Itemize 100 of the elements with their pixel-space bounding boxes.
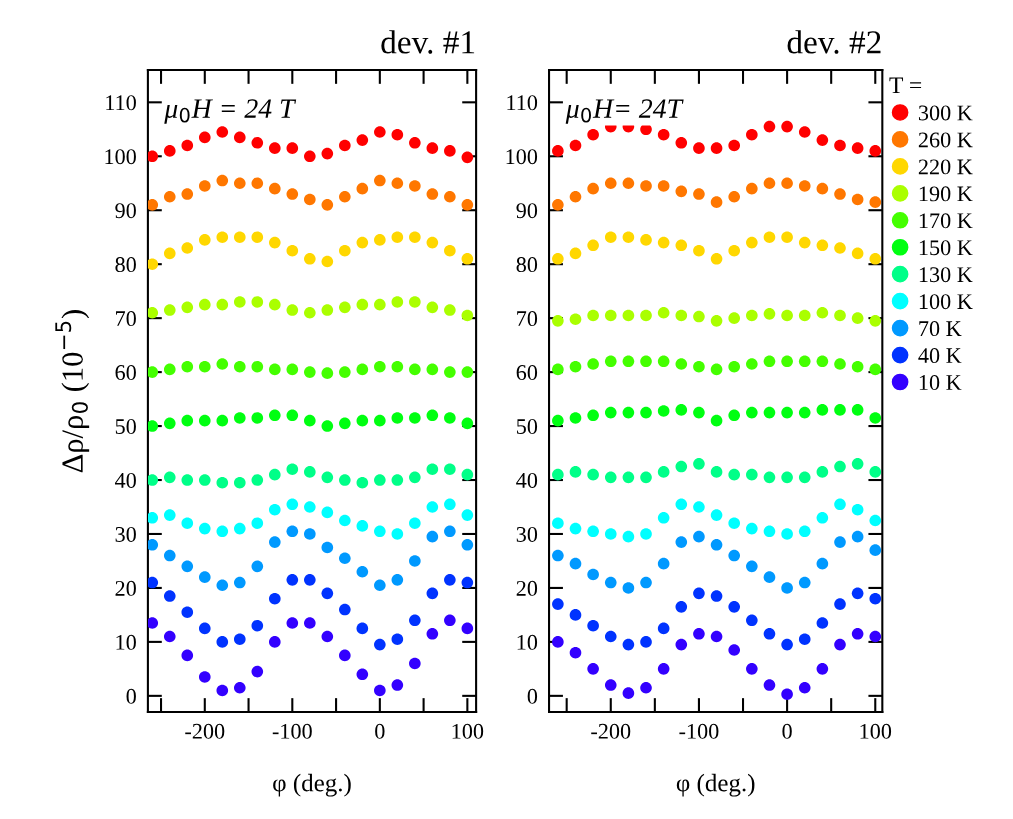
- point: [552, 636, 564, 648]
- point: [198, 474, 211, 486]
- point: [604, 471, 617, 484]
- point: [181, 139, 194, 152]
- point: [587, 568, 599, 581]
- point: [444, 525, 456, 538]
- point: [798, 236, 811, 249]
- point: [569, 190, 582, 203]
- point: [746, 182, 758, 195]
- point: [569, 412, 582, 424]
- point: [869, 315, 882, 327]
- point: [710, 142, 723, 154]
- point: [391, 633, 404, 646]
- point: [746, 522, 758, 535]
- point: [728, 312, 741, 324]
- point: [622, 638, 635, 651]
- point: [181, 649, 194, 662]
- point: [604, 355, 617, 368]
- point: [233, 633, 246, 646]
- point: [728, 468, 741, 481]
- point: [657, 466, 670, 478]
- point: [198, 298, 211, 311]
- point: [657, 306, 670, 319]
- point: [391, 474, 404, 486]
- point: [710, 414, 723, 427]
- y-tick-label: 10: [116, 634, 136, 650]
- point: [426, 236, 439, 249]
- point: [233, 231, 246, 244]
- point: [622, 309, 635, 322]
- point: [728, 360, 741, 373]
- point: [622, 530, 635, 543]
- point: [321, 506, 334, 519]
- point: [426, 463, 439, 476]
- point: [304, 306, 316, 319]
- point: [391, 231, 404, 244]
- point: [587, 525, 599, 538]
- point: [640, 234, 652, 246]
- point: [869, 592, 882, 605]
- point: [604, 679, 617, 691]
- point: [746, 358, 758, 370]
- point: [269, 409, 281, 422]
- x-tick-label: 0: [782, 723, 792, 739]
- point: [198, 131, 211, 144]
- point: [304, 574, 316, 586]
- point: [444, 190, 456, 203]
- point: [851, 503, 864, 516]
- point: [426, 627, 439, 640]
- point: [763, 627, 776, 640]
- point: [798, 633, 811, 646]
- point: [356, 298, 369, 311]
- point: [321, 630, 334, 643]
- point: [198, 571, 211, 583]
- point: [622, 582, 635, 594]
- point: [321, 255, 334, 268]
- point: [269, 298, 281, 311]
- point: [304, 252, 316, 265]
- point: [163, 549, 176, 562]
- point: [781, 406, 793, 419]
- point: [587, 358, 599, 370]
- point: [286, 463, 299, 476]
- point: [851, 142, 864, 154]
- point: [569, 139, 582, 152]
- point: [798, 406, 811, 419]
- point: [569, 646, 582, 659]
- point: [693, 458, 705, 470]
- point: [869, 412, 882, 424]
- point: [587, 309, 599, 322]
- point: [321, 304, 334, 316]
- point: [657, 128, 670, 141]
- y-tick-label: 20: [115, 580, 136, 596]
- point: [198, 234, 211, 246]
- point: [781, 231, 793, 244]
- point: [728, 409, 741, 422]
- point: [181, 606, 194, 619]
- point: [339, 514, 351, 527]
- point: [816, 355, 829, 368]
- point: [640, 471, 652, 484]
- point: [181, 414, 194, 427]
- point: [816, 134, 829, 146]
- point: [851, 458, 864, 470]
- point: [851, 247, 864, 260]
- point: [233, 476, 246, 489]
- point: [728, 139, 741, 152]
- point: [622, 471, 635, 484]
- point: [834, 498, 846, 511]
- point: [710, 196, 723, 208]
- point: [781, 471, 793, 484]
- point: [816, 239, 829, 252]
- point: [356, 668, 369, 681]
- point: [391, 360, 404, 373]
- point: [444, 412, 456, 424]
- point: [693, 406, 705, 419]
- x-tick-label: -200: [591, 723, 631, 739]
- point: [409, 471, 421, 484]
- point: [339, 139, 351, 152]
- point: [461, 538, 474, 551]
- point: [781, 177, 793, 190]
- point: [426, 501, 439, 513]
- point: [356, 622, 369, 635]
- point: [147, 420, 159, 432]
